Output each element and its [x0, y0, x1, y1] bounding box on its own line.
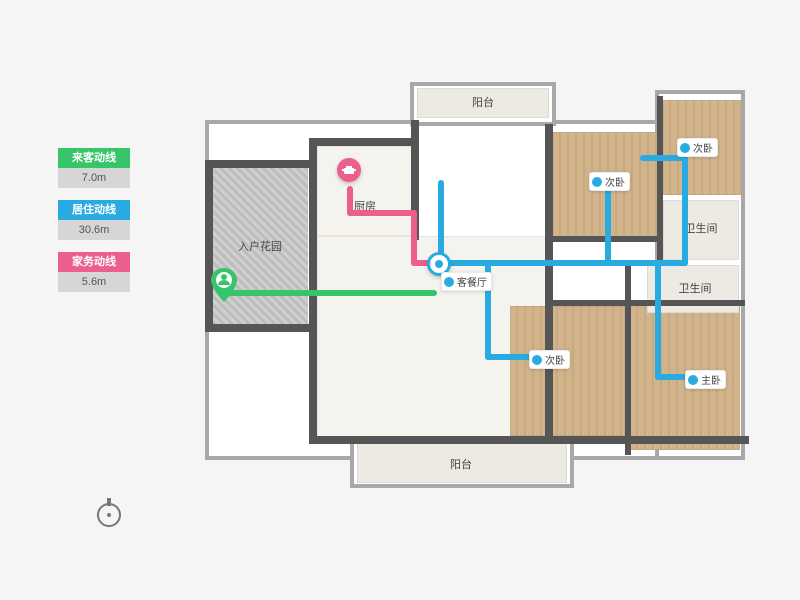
wall — [625, 260, 631, 455]
wall — [545, 124, 553, 444]
legend-living-value: 30.6m — [58, 220, 130, 240]
wall — [309, 436, 749, 444]
legend: 来客动线 7.0m 居住动线 30.6m 家务动线 5.6m — [58, 148, 130, 304]
badge-master-text: 主卧 — [701, 372, 721, 387]
legend-living-label: 居住动线 — [58, 200, 130, 220]
legend-guest-value: 7.0m — [58, 168, 130, 188]
wall — [205, 160, 313, 168]
badge-living-dining-text: 客餐厅 — [457, 274, 487, 289]
badge-bed2-tr-text: 次卧 — [693, 140, 713, 155]
badge-bed2-top: 次卧 — [589, 172, 630, 191]
label-balcony-bottom: 阳台 — [441, 456, 481, 472]
wall — [309, 138, 317, 438]
label-bath-mid: 卫生间 — [665, 280, 725, 296]
badge-living-dining: 客餐厅 — [441, 272, 492, 291]
wall — [545, 236, 663, 242]
path-chores — [347, 210, 417, 216]
legend-chores: 家务动线 5.6m — [58, 252, 130, 292]
legend-guest: 来客动线 7.0m — [58, 148, 130, 188]
room-kitchen — [317, 146, 412, 236]
path-chores — [411, 210, 417, 266]
dot-icon — [592, 177, 602, 187]
legend-guest-label: 来客动线 — [58, 148, 130, 168]
wall — [309, 138, 419, 146]
badge-bed2-mid-text: 次卧 — [545, 352, 565, 367]
dot-icon — [444, 277, 454, 287]
path-guest — [217, 290, 437, 296]
floor-plan: 入户花园 厨房 阳台 卫生间 卫生间 阳台 — [185, 60, 745, 500]
path-living — [682, 155, 688, 266]
badge-bed2-top-text: 次卧 — [605, 174, 625, 189]
legend-chores-value: 5.6m — [58, 272, 130, 292]
legend-living: 居住动线 30.6m — [58, 200, 130, 240]
pot-icon — [337, 158, 361, 182]
room-bed2-mid — [510, 306, 625, 436]
path-living — [605, 178, 611, 266]
compass-icon — [92, 495, 126, 529]
floor-plan-stage: 来客动线 7.0m 居住动线 30.6m 家务动线 5.6m 入户花园 厨房 阳… — [0, 0, 800, 600]
label-bath-top: 卫生间 — [671, 220, 731, 236]
dot-icon — [688, 375, 698, 385]
wall — [545, 300, 745, 306]
path-living — [655, 260, 661, 380]
dot-icon — [680, 143, 690, 153]
badge-master: 主卧 — [685, 370, 726, 389]
dot-icon — [532, 355, 542, 365]
wall — [205, 160, 213, 332]
person-marker-icon — [211, 268, 237, 302]
badge-bed2-mid: 次卧 — [529, 350, 570, 369]
label-entry-garden: 入户花园 — [225, 238, 295, 254]
badge-bed2-tr: 次卧 — [677, 138, 718, 157]
legend-chores-label: 家务动线 — [58, 252, 130, 272]
wall — [205, 324, 317, 332]
hub-dot-icon — [435, 260, 443, 268]
label-balcony-top: 阳台 — [463, 94, 503, 110]
path-living — [438, 260, 688, 266]
